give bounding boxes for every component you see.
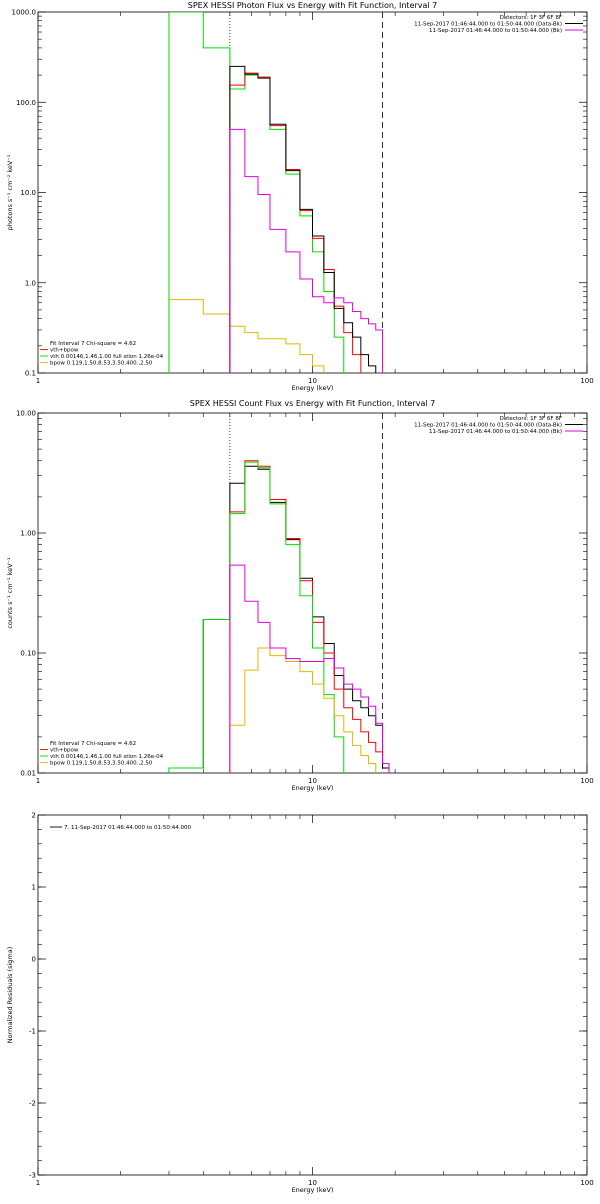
- chart-title: SPEX HESSI Count Flux vs Energy with Fit…: [190, 399, 435, 408]
- y-tick-label: 1.00: [20, 530, 36, 538]
- y-tick-label: -1: [29, 1028, 36, 1036]
- series-line-bk: [229, 128, 384, 373]
- y-tick-label: 1: [32, 884, 36, 892]
- legend-bottom-entry: Fit Interval 7 Chi-square = 4.62: [50, 341, 136, 347]
- y-tick-label: -2: [29, 1100, 36, 1108]
- legend-bottom-entry: Fit Interval 7 Chi-square = 4.62: [50, 741, 136, 747]
- x-tick-label: 100: [580, 1179, 593, 1187]
- y-tick-label: 10.00: [16, 410, 36, 418]
- x-tick-label: 1: [36, 377, 40, 385]
- legend-bottom-entry: vth 0.00146,1.46,1.00 full stion 1.26e-0…: [50, 754, 164, 760]
- plot-frame: [37, 814, 588, 1176]
- y-tick-label: 10.0: [20, 189, 36, 197]
- legend-top-entry: Detectors: 1F 3F 6F 8F: [500, 416, 562, 422]
- y-tick-label: 0.1: [25, 370, 36, 378]
- y-tick-label: 0.10: [20, 650, 36, 658]
- legend-top-entry: 11-Sep-2017 01:46:44.000 to 01:50:44.000…: [429, 429, 562, 435]
- x-axis-label: Energy (keV): [292, 1186, 334, 1194]
- x-tick-label: 10: [308, 377, 317, 385]
- series-line-total: [168, 465, 390, 773]
- legend-bottom-entry: vth 0.00146,1.46,1.00 full stion 1.26e-0…: [50, 354, 164, 360]
- series-group: [168, 460, 390, 773]
- x-tick-label: 100: [580, 777, 593, 785]
- x-axis-label: Energy (keV): [292, 784, 334, 792]
- x-tick-label: 10: [308, 1179, 317, 1187]
- plot-frame: [37, 11, 588, 374]
- y-tick-label: -3: [29, 1172, 36, 1180]
- y-tick-label: 0.01: [20, 770, 36, 778]
- x-axis-label: Energy (keV): [292, 384, 334, 392]
- y-axis-label: photons s⁻¹ cm⁻² keV⁻¹: [6, 154, 14, 230]
- series-line-bpow: [229, 647, 377, 773]
- y-axis-label: counts s⁻¹ cm⁻² keV⁻¹: [6, 557, 14, 629]
- series-line-bk: [229, 564, 390, 773]
- legend-top-entry: 11-Sep-2017 01:46:44.000 to 01:50:44.000…: [414, 423, 562, 429]
- y-axis-label: Normalized Residuals (sigma): [6, 947, 14, 1044]
- x-tick-label: 1: [36, 777, 40, 785]
- legend-bottom-entry: vth+bpow: [50, 748, 79, 754]
- series-line-bpow: [168, 299, 325, 373]
- legend-bottom-entry: bpow 0.119,1.50,8.53,3.50,400.,2.50: [50, 361, 153, 367]
- legend-bottom-entry: vth+bpow: [50, 348, 79, 354]
- chart-panel-1: SPEX HESSI Photon Flux vs Energy with Fi…: [6, 1, 594, 392]
- x-tick-label: 10: [308, 777, 317, 785]
- legend-top-entry: Detectors: 1F 3F 6F 8F: [500, 15, 562, 21]
- y-tick-label: 2: [32, 812, 36, 820]
- y-tick-label: 100.0: [16, 99, 36, 107]
- series-line-vth+bpow: [229, 72, 362, 373]
- y-tick-label: 1.0: [25, 279, 36, 287]
- legend-top-entry: 11-Sep-2017 01:46:44.000 to 01:50:44.000…: [429, 28, 562, 34]
- x-tick-label: 100: [580, 377, 593, 385]
- legend-top-entry: 7. 11-Sep-2017 01:46:44.000 to 01:50:44.…: [64, 825, 191, 831]
- series-line-vth: [168, 12, 345, 373]
- chart-title: SPEX HESSI Photon Flux vs Energy with Fi…: [188, 1, 438, 10]
- y-tick-label: 1000.0: [12, 9, 37, 17]
- series-line-vth+bpow: [229, 460, 390, 773]
- legend-bottom-entry: bpow 0.119,1.50,8.53,3.50,400.,2.50: [50, 761, 153, 767]
- chart-panel-2: SPEX HESSI Count Flux vs Energy with Fit…: [6, 399, 594, 792]
- series-line-databk: [229, 65, 377, 373]
- chart-panel-3: Energy (keV) Normalized Residuals (sigma)…: [6, 812, 594, 1195]
- x-tick-label: 1: [36, 1179, 40, 1187]
- legend-top-entry: 11-Sep-2017 01:46:44.000 to 01:50:44.000…: [414, 22, 562, 28]
- series-group: [168, 12, 384, 373]
- series-line-vth: [168, 461, 345, 773]
- y-tick-label: 0: [32, 956, 36, 964]
